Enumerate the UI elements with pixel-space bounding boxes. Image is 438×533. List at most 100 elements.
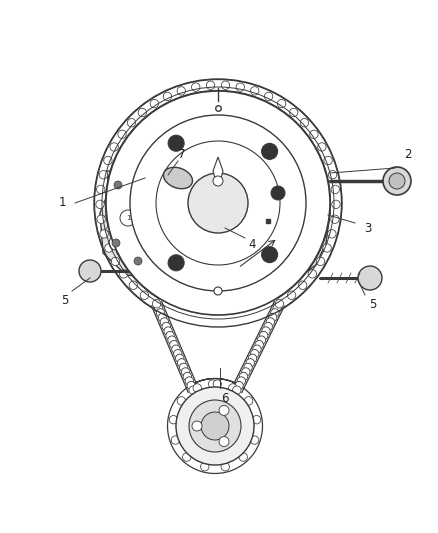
- Circle shape: [332, 200, 340, 208]
- Circle shape: [244, 397, 253, 405]
- Circle shape: [164, 257, 172, 265]
- Circle shape: [97, 185, 105, 193]
- Circle shape: [106, 91, 330, 315]
- Polygon shape: [169, 244, 179, 254]
- Circle shape: [219, 437, 229, 447]
- Polygon shape: [180, 400, 188, 408]
- Polygon shape: [283, 111, 294, 123]
- Circle shape: [130, 115, 306, 291]
- Polygon shape: [153, 103, 166, 114]
- Circle shape: [181, 368, 190, 376]
- Circle shape: [118, 130, 126, 139]
- Polygon shape: [107, 173, 116, 188]
- Circle shape: [239, 453, 247, 461]
- Polygon shape: [127, 184, 137, 194]
- Polygon shape: [110, 233, 120, 248]
- Circle shape: [104, 156, 112, 165]
- Circle shape: [183, 453, 191, 461]
- Circle shape: [214, 287, 222, 295]
- Circle shape: [237, 377, 246, 385]
- Text: 5: 5: [61, 294, 69, 306]
- Circle shape: [136, 211, 160, 235]
- Polygon shape: [117, 244, 127, 254]
- Polygon shape: [322, 188, 330, 203]
- Circle shape: [166, 178, 180, 192]
- Ellipse shape: [163, 167, 193, 189]
- Text: 3: 3: [364, 222, 372, 235]
- Circle shape: [287, 291, 296, 300]
- Polygon shape: [226, 91, 241, 100]
- Polygon shape: [210, 307, 226, 315]
- Circle shape: [172, 345, 180, 353]
- Polygon shape: [316, 233, 326, 248]
- Polygon shape: [159, 252, 169, 262]
- Circle shape: [191, 83, 200, 91]
- Circle shape: [310, 130, 318, 139]
- Circle shape: [188, 173, 248, 233]
- Polygon shape: [177, 435, 184, 444]
- Circle shape: [177, 87, 185, 95]
- Polygon shape: [210, 387, 220, 393]
- Circle shape: [112, 187, 184, 259]
- Polygon shape: [248, 417, 254, 426]
- Polygon shape: [122, 132, 133, 145]
- Polygon shape: [186, 394, 193, 401]
- Circle shape: [291, 251, 311, 271]
- Polygon shape: [311, 248, 321, 261]
- Circle shape: [134, 257, 142, 265]
- Polygon shape: [255, 98, 269, 108]
- Polygon shape: [127, 252, 137, 262]
- Circle shape: [239, 372, 248, 381]
- Circle shape: [261, 143, 278, 159]
- Polygon shape: [180, 93, 195, 103]
- Circle shape: [268, 313, 277, 321]
- Circle shape: [192, 421, 202, 431]
- Polygon shape: [201, 387, 210, 394]
- Circle shape: [162, 322, 170, 330]
- Circle shape: [154, 304, 163, 312]
- Polygon shape: [180, 303, 195, 313]
- Polygon shape: [193, 390, 201, 397]
- Polygon shape: [255, 298, 269, 309]
- Circle shape: [177, 359, 186, 367]
- Circle shape: [166, 332, 174, 340]
- Circle shape: [156, 309, 165, 317]
- Circle shape: [318, 143, 326, 151]
- Circle shape: [298, 178, 308, 188]
- Circle shape: [316, 257, 325, 265]
- Polygon shape: [115, 248, 126, 261]
- Circle shape: [140, 291, 148, 300]
- Circle shape: [331, 215, 339, 223]
- Circle shape: [170, 341, 178, 349]
- Polygon shape: [229, 390, 237, 397]
- Circle shape: [161, 254, 175, 268]
- Circle shape: [219, 406, 229, 415]
- Polygon shape: [137, 180, 148, 189]
- Text: 6: 6: [221, 392, 229, 405]
- Polygon shape: [242, 444, 250, 452]
- Circle shape: [185, 377, 194, 385]
- Polygon shape: [320, 218, 329, 233]
- Polygon shape: [106, 203, 114, 218]
- Circle shape: [252, 416, 261, 424]
- Circle shape: [120, 210, 136, 226]
- Text: 7: 7: [178, 149, 186, 161]
- Polygon shape: [269, 103, 283, 114]
- Polygon shape: [109, 234, 119, 244]
- Circle shape: [271, 309, 279, 317]
- Circle shape: [127, 118, 136, 127]
- Polygon shape: [153, 292, 166, 302]
- Polygon shape: [237, 451, 244, 458]
- Circle shape: [171, 436, 180, 445]
- Circle shape: [273, 304, 281, 312]
- Circle shape: [266, 318, 275, 326]
- Polygon shape: [166, 298, 180, 309]
- Polygon shape: [246, 435, 253, 444]
- Circle shape: [160, 318, 169, 326]
- Polygon shape: [177, 202, 187, 212]
- Circle shape: [308, 270, 317, 278]
- Polygon shape: [100, 171, 193, 278]
- Polygon shape: [193, 455, 201, 463]
- Circle shape: [296, 256, 306, 266]
- Circle shape: [331, 185, 339, 193]
